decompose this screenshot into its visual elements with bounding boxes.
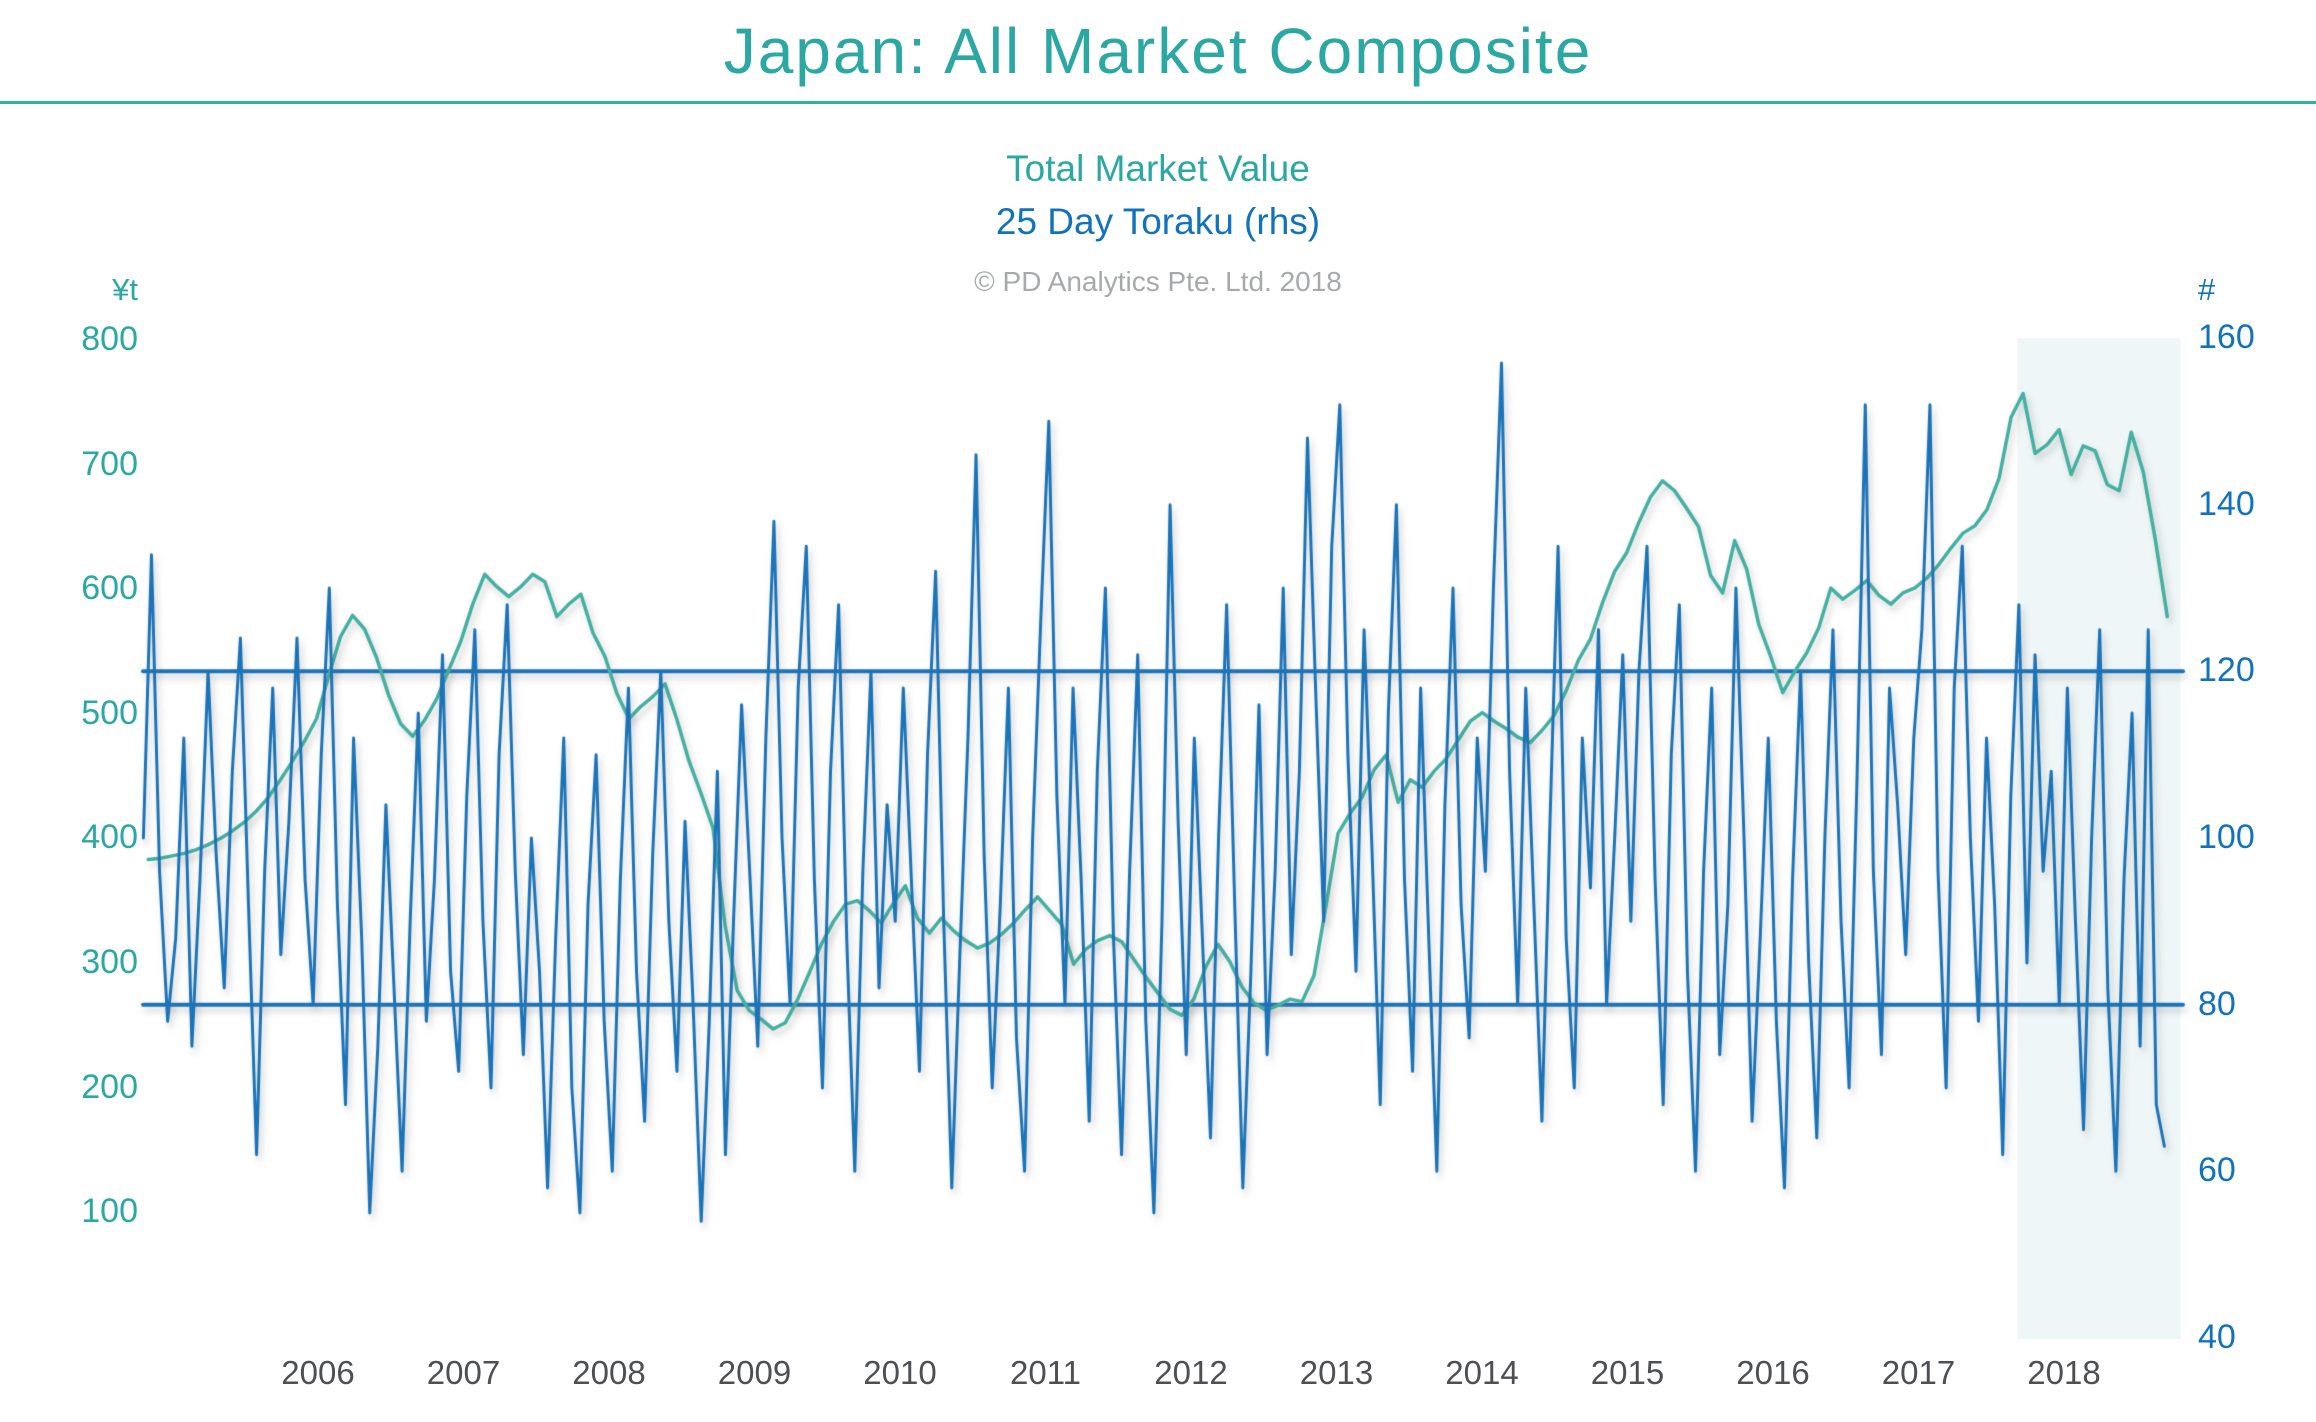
x-axis-year-2016: 2016 xyxy=(1736,1354,1810,1391)
left-axis-tick-400: 400 xyxy=(81,818,138,857)
x-axis-year-2011: 2011 xyxy=(1010,1354,1081,1391)
right-axis-tick-40: 40 xyxy=(2198,1318,2236,1356)
x-axis-year-2007: 2007 xyxy=(426,1354,501,1391)
right-axis-tick-160: 160 xyxy=(2198,318,2255,356)
left-axis-tick-200: 200 xyxy=(81,1067,138,1106)
right-axis-tick-80: 80 xyxy=(2198,984,2236,1023)
right-axis-tick-100: 100 xyxy=(2198,818,2255,856)
right-axis-tick-60: 60 xyxy=(2198,1151,2236,1190)
x-axis-year-2010: 2010 xyxy=(863,1354,937,1391)
x-axis-year-2018: 2018 xyxy=(2027,1354,2101,1391)
left-axis-tick-600: 600 xyxy=(81,569,138,608)
x-axis-year-2012: 2012 xyxy=(1154,1354,1228,1391)
subtitle-total-market-value: Total Market Value xyxy=(1006,148,1310,189)
left-axis-tick-100: 100 xyxy=(81,1192,138,1231)
left-axis-tick-300: 300 xyxy=(81,943,138,981)
subtitle-toraku: 25 Day Toraku (rhs) xyxy=(995,201,1321,242)
x-axis-year-2013: 2013 xyxy=(1299,1354,1374,1391)
x-axis-year-2009: 2009 xyxy=(717,1354,792,1391)
x-axis-year-2008: 2008 xyxy=(572,1354,646,1391)
right-axis-tick-140: 140 xyxy=(2198,484,2255,523)
left-axis-unit-label: ¥t xyxy=(112,272,138,307)
copyright-note: © PD Analytics Pte. Ltd. 2018 xyxy=(974,266,1342,297)
x-axis-year-2015: 2015 xyxy=(1590,1354,1665,1391)
x-axis-year-2014: 2014 xyxy=(1445,1354,1519,1391)
title-divider xyxy=(0,101,2316,104)
left-axis-tick-800: 800 xyxy=(81,320,138,358)
x-axis-year-2017: 2017 xyxy=(1881,1354,1956,1391)
left-axis-tick-700: 700 xyxy=(81,444,138,483)
right-axis-unit-label: # xyxy=(2198,272,2216,307)
right-axis-tick-120: 120 xyxy=(2198,651,2255,690)
x-axis-year-2006: 2006 xyxy=(281,1354,355,1391)
left-axis-tick-500: 500 xyxy=(81,693,138,732)
page-title: Japan: All Market Composite xyxy=(723,15,1593,87)
